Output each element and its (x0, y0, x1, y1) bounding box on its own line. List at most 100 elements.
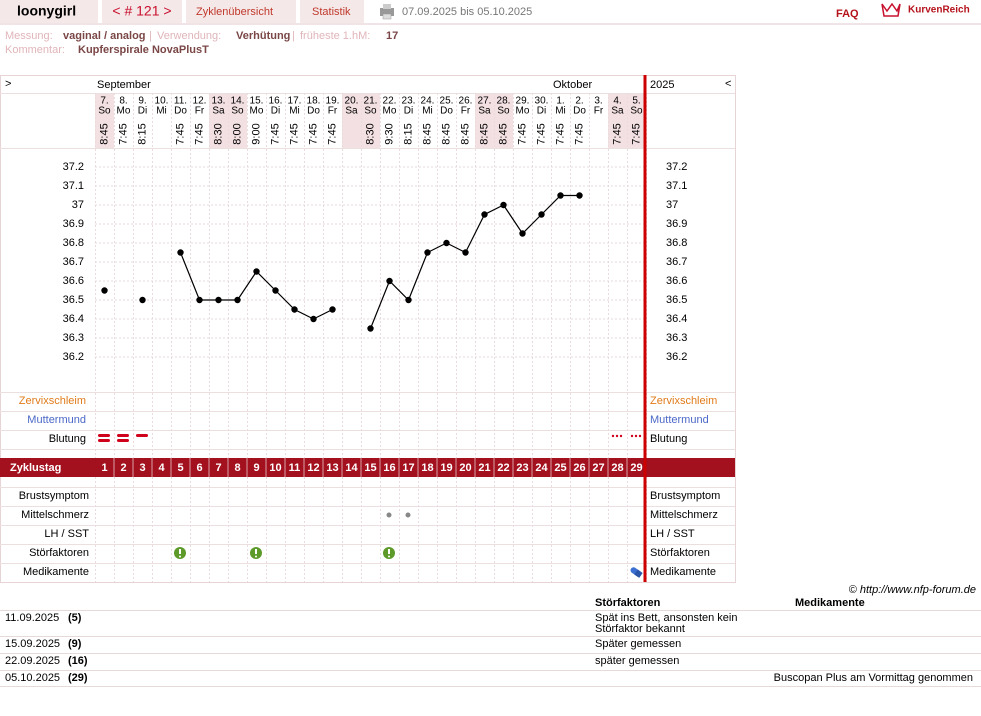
info-value: Kupferspirale NovaPlusT (78, 44, 209, 56)
temperature-point (462, 249, 469, 256)
nav-button: < (725, 78, 731, 90)
temperature-point (557, 192, 564, 199)
weekday-label: Fr (328, 106, 338, 117)
brand-icon (881, 2, 901, 17)
cycle-day: 17 (402, 462, 414, 474)
cycle-day: 23 (516, 462, 528, 474)
weekday-label: Fr (195, 106, 205, 117)
date-label: 28. (497, 96, 511, 107)
y-tick-label: 36.2 (63, 351, 84, 363)
note-day: (5) (68, 612, 82, 624)
temperature-point (177, 249, 184, 256)
date-label: 2. (575, 96, 583, 107)
tab-box[interactable] (300, 0, 364, 23)
weekday-label: Mo (516, 106, 530, 117)
row-label: Muttermund (27, 414, 86, 426)
cycle-day: 6 (196, 462, 202, 474)
print-icon[interactable] (380, 4, 394, 20)
info-value: 17 (386, 30, 398, 42)
time-label: 8:45 (421, 123, 433, 144)
note-day: (16) (68, 655, 88, 667)
tab[interactable]: Zyklenübersicht (196, 6, 273, 18)
date-label: 9. (138, 96, 146, 107)
temperature-point (576, 192, 583, 199)
cycle-day: 25 (554, 462, 566, 474)
month-label: September (97, 79, 151, 91)
month-label: Oktober (553, 79, 592, 91)
cycle-day: 7 (215, 462, 221, 474)
date-label: 27. (478, 96, 492, 107)
nav-box[interactable] (102, 0, 182, 23)
time-label: 7:45 (193, 123, 205, 144)
weekend-shade (209, 93, 228, 148)
user-box (0, 0, 98, 23)
date-label: 12. (193, 96, 207, 107)
time-label: 8:30 (212, 123, 224, 144)
brand[interactable]: KurvenReich (908, 5, 970, 16)
info-separator: | (292, 30, 295, 42)
row-label: Mittelschmerz (21, 509, 89, 521)
row-label: Blutung (650, 433, 687, 445)
weekend-shade (342, 93, 361, 148)
date-label: 23. (402, 96, 416, 107)
cycle-day: 28 (611, 462, 623, 474)
date-label: 25. (440, 96, 454, 107)
time-label: 8:45 (459, 123, 471, 144)
medication-icon (630, 567, 643, 578)
row-line (0, 686, 981, 687)
note-disturbance: Spät ins Bett, ansonsten kein Störfaktor… (595, 612, 738, 635)
date-label: 7. (100, 96, 108, 107)
year-label: 2025 (650, 79, 674, 91)
tab[interactable]: Statistik (312, 6, 351, 18)
date-label: 16. (269, 96, 283, 107)
y-tick-label: 36.7 (63, 256, 84, 268)
grid (0, 93, 735, 582)
weekday-label: Mo (250, 106, 264, 117)
time-label: 8:30 (364, 123, 376, 144)
date-label: 10. (155, 96, 169, 107)
y-tick-label: 36.8 (63, 237, 84, 249)
weekend-shade (475, 93, 494, 148)
row-label: Störfaktoren (650, 547, 710, 559)
y-tick-label: 36.2 (666, 351, 687, 363)
note-day: (29) (68, 672, 88, 684)
row-label: Störfaktoren (29, 547, 89, 559)
row-label: Brustsymptom (19, 490, 89, 502)
weekday-label: Fr (594, 106, 604, 117)
time-label: 8:45 (98, 123, 110, 144)
weekend-shade (608, 93, 627, 148)
temperature-point (139, 296, 146, 304)
date-label: 21. (364, 96, 378, 107)
cycle-day-label: Zyklustag (10, 462, 61, 474)
cycle-day: 20 (459, 462, 471, 474)
cycle-nav[interactable]: < # 121 > (112, 3, 171, 19)
y-tick-label: 37.2 (63, 161, 84, 173)
date-label: 8. (119, 96, 127, 107)
temperature-point (481, 211, 488, 218)
date-label: 29. (516, 96, 530, 107)
y-tick-label: 37 (666, 199, 678, 211)
cycle-day: 19 (440, 462, 452, 474)
cycle-day: 21 (478, 462, 490, 474)
time-label: 7:45 (174, 123, 186, 144)
note-date: 15.09.2025 (5, 638, 61, 650)
nav-button: > (5, 78, 11, 90)
y-tick-label: 36.6 (666, 275, 687, 287)
midpain-dots (386, 512, 411, 518)
row-label: Mittelschmerz (650, 509, 718, 521)
row-line (0, 653, 981, 654)
weekday-label: Mi (555, 106, 566, 117)
date-label: 17. (288, 96, 302, 107)
row-label: Blutung (49, 433, 86, 445)
column-header: Medikamente (795, 597, 865, 609)
weekday-label: Mi (156, 106, 167, 117)
temperature-point (443, 239, 450, 247)
weekday-label: Sa (611, 106, 624, 117)
time-label: 7:45 (288, 123, 300, 144)
faq-link[interactable]: FAQ (836, 8, 859, 20)
user-name: loonygirl (17, 3, 76, 19)
tab-box[interactable] (186, 0, 296, 23)
period: 07.09.2025 bis 05.10.2025 (402, 6, 532, 18)
y-tick-label: 37.2 (666, 161, 687, 173)
